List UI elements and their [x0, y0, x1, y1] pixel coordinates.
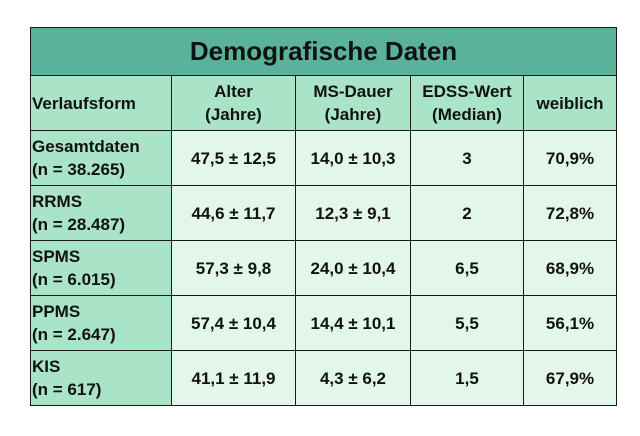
row-count: (n = 6.015): [32, 270, 116, 289]
header-edss-line2: (Median): [432, 105, 502, 124]
row-label: Gesamtdaten: [32, 137, 140, 156]
table-row-ppms: PPMS (n = 2.647) 57,4 ± 10,4 14,4 ± 10,1…: [30, 295, 618, 351]
row-label: KIS: [32, 357, 61, 376]
header-ms-dauer: MS-Dauer (Jahre): [295, 75, 411, 131]
cell-edss: 2: [410, 185, 524, 241]
cell-ms-dauer: 24,0 ± 10,4: [295, 240, 411, 296]
cell-weiblich: 67,9%: [522, 350, 618, 406]
cell-ms-dauer: 12,3 ± 9,1: [295, 185, 411, 241]
table-row-rrms: RRMS (n = 28.487) 44,6 ± 11,7 12,3 ± 9,1…: [30, 185, 618, 241]
cell-weiblich: 56,1%: [522, 295, 618, 351]
table-row-spms: SPMS (n = 6.015) 57,3 ± 9,8 24,0 ± 10,4 …: [30, 240, 618, 296]
cell-verlaufsform: KIS (n = 617): [30, 350, 172, 406]
header-edss: EDSS-Wert (Median): [410, 75, 524, 131]
header-alter: Alter (Jahre): [171, 75, 296, 131]
header-alter-line2: (Jahre): [205, 105, 262, 124]
header-ms-dauer-line2: (Jahre): [324, 105, 382, 124]
cell-verlaufsform: PPMS (n = 2.647): [30, 295, 172, 351]
cell-alter: 44,6 ± 11,7: [171, 185, 296, 241]
header-verlaufsform: Verlaufsform: [30, 75, 172, 131]
cell-alter: 47,5 ± 12,5: [171, 130, 296, 186]
cell-verlaufsform: RRMS (n = 28.487): [30, 185, 172, 241]
cell-alter: 57,3 ± 9,8: [171, 240, 296, 296]
cell-ms-dauer: 4,3 ± 6,2: [295, 350, 411, 406]
cell-edss: 3: [410, 130, 524, 186]
row-count: (n = 28.487): [32, 215, 126, 234]
row-count: (n = 617): [32, 380, 102, 399]
table-title: Demografische Daten: [29, 27, 618, 76]
row-label: PPMS: [32, 302, 81, 321]
cell-weiblich: 70,9%: [522, 130, 618, 186]
cell-ms-dauer: 14,0 ± 10,3: [295, 130, 411, 186]
cell-edss: 5,5: [410, 295, 524, 351]
demographics-table: Demografische Daten Verlaufsform Alter (…: [29, 27, 618, 406]
cell-alter: 41,1 ± 11,9: [171, 350, 296, 406]
header-row: Verlaufsform Alter (Jahre) MS-Dauer (Jah…: [30, 75, 618, 131]
cell-ms-dauer: 14,4 ± 10,1: [295, 295, 411, 351]
row-label: RRMS: [32, 192, 83, 211]
title-row: Demografische Daten: [29, 27, 618, 76]
row-label: SPMS: [32, 247, 81, 266]
cell-verlaufsform: SPMS (n = 6.015): [30, 240, 172, 296]
cell-edss: 1,5: [410, 350, 524, 406]
cell-weiblich: 68,9%: [522, 240, 618, 296]
cell-edss: 6,5: [410, 240, 524, 296]
table-row-kis: KIS (n = 617) 41,1 ± 11,9 4,3 ± 6,2 1,5 …: [30, 350, 618, 406]
cell-alter: 57,4 ± 10,4: [171, 295, 296, 351]
header-edss-line1: EDSS-Wert: [422, 82, 512, 101]
cell-verlaufsform: Gesamtdaten (n = 38.265): [30, 130, 172, 186]
demographics-table-container: Demografische Daten Verlaufsform Alter (…: [29, 27, 618, 406]
cell-weiblich: 72,8%: [522, 185, 618, 241]
header-weiblich: weiblich: [522, 75, 618, 131]
row-count: (n = 38.265): [32, 160, 126, 179]
table-row-gesamtdaten: Gesamtdaten (n = 38.265) 47,5 ± 12,5 14,…: [30, 130, 618, 186]
row-count: (n = 2.647): [32, 325, 116, 344]
header-alter-line1: Alter: [214, 82, 253, 101]
header-ms-dauer-line1: MS-Dauer: [313, 82, 393, 101]
